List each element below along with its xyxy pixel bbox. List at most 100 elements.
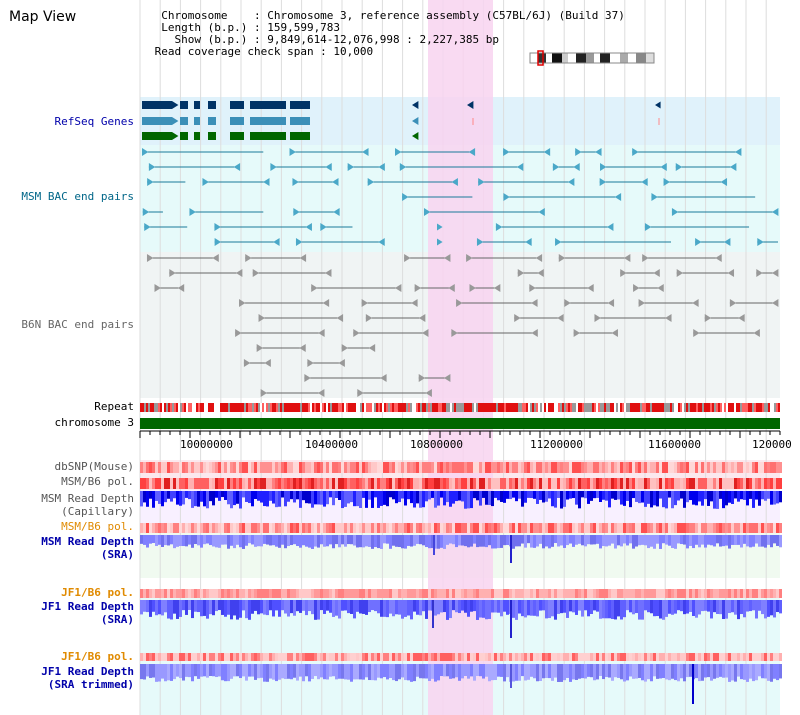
msm-b6-pol-cell bbox=[728, 478, 731, 489]
dbsnp-cell bbox=[668, 462, 671, 473]
jf1-sra-depth-bar bbox=[704, 600, 707, 611]
jf1-b6-pol-cell bbox=[290, 589, 293, 598]
dbsnp-cell bbox=[572, 462, 575, 473]
capillary-depth-bar bbox=[221, 491, 224, 498]
dbsnp-cell bbox=[485, 462, 488, 473]
repeat-segment bbox=[616, 403, 618, 412]
msm-b6-pol-cell bbox=[677, 523, 680, 533]
repeat-segment bbox=[414, 403, 416, 412]
jf1-b6-pol-cell bbox=[773, 653, 776, 661]
capillary-depth-bar bbox=[353, 491, 356, 507]
track-label-jf1-b6-pol-2[interactable]: JF1/B6 pol. bbox=[61, 650, 134, 663]
capillary-depth-bar bbox=[686, 491, 689, 503]
capillary-depth-bar bbox=[401, 491, 404, 499]
jf1-b6-pol-cell bbox=[503, 653, 506, 661]
bac-end-marker bbox=[676, 269, 684, 277]
track-label-msm-b6-pol-2[interactable]: MSM/B6 pol. bbox=[61, 520, 134, 533]
jf1-trim-depth-bar bbox=[479, 664, 482, 677]
track-label-jf1-b6-pol-1[interactable]: JF1/B6 pol. bbox=[61, 586, 134, 599]
msm-b6-pol-cell bbox=[725, 523, 728, 533]
repeat-segment bbox=[642, 403, 644, 412]
capillary-depth-bar bbox=[176, 491, 179, 505]
repeat-segment bbox=[508, 403, 510, 412]
bac-end-marker bbox=[633, 284, 640, 292]
jf1-b6-pol-cell bbox=[524, 589, 527, 598]
capillary-depth-bar bbox=[728, 491, 731, 503]
jf1-trim-depth-bar bbox=[455, 664, 458, 678]
dbsnp-cell bbox=[218, 462, 221, 473]
track-label-msm-depth-sra[interactable]: MSM Read Depth bbox=[41, 535, 134, 548]
dbsnp-cell bbox=[638, 462, 641, 473]
jf1-b6-pol-cell bbox=[326, 653, 329, 661]
msm-sra-depth-bar bbox=[683, 535, 686, 545]
jf1-b6-pol-cell bbox=[269, 589, 272, 598]
jf1-b6-pol-cell bbox=[224, 653, 227, 661]
jf1-trim-depth-bar bbox=[773, 664, 776, 679]
track-label-dbsnp[interactable]: dbSNP(Mouse) bbox=[54, 460, 134, 473]
msm-b6-pol-cell bbox=[509, 478, 512, 489]
msm-b6-pol-cell bbox=[770, 478, 773, 489]
track-label-msm-b6-pol-1[interactable]: MSM/B6 pol. bbox=[61, 475, 134, 488]
repeat-segment bbox=[240, 403, 242, 412]
jf1-sra-depth-bar bbox=[638, 600, 641, 620]
jf1-trim-depth-bar bbox=[701, 664, 704, 681]
dbsnp-cell bbox=[641, 462, 644, 473]
jf1-sra-depth-bar bbox=[539, 600, 542, 611]
track-label-msm-depth-cap[interactable]: MSM Read Depth bbox=[41, 492, 134, 505]
msm-sra-depth-bar bbox=[443, 535, 446, 549]
jf1-trim-depth-bar bbox=[767, 664, 770, 681]
repeat-segment bbox=[398, 403, 400, 412]
jf1-sra-depth-bar bbox=[305, 600, 308, 616]
repeat-segment bbox=[504, 403, 506, 412]
track-label-chromosome[interactable]: chromosome 3 bbox=[54, 416, 134, 429]
jf1-b6-pol-cell bbox=[746, 589, 749, 598]
track-label-jf1-depth-trim[interactable]: JF1 Read Depth bbox=[41, 665, 134, 678]
dbsnp-cell bbox=[584, 462, 587, 473]
msm-b6-pol-cell bbox=[653, 523, 656, 533]
dbsnp-cell bbox=[332, 462, 335, 473]
jf1-b6-pol-cell bbox=[467, 653, 470, 661]
bac-end-marker bbox=[558, 254, 566, 262]
jf1-trim-depth-bar bbox=[731, 664, 734, 681]
msm-b6-pol-cell bbox=[650, 478, 653, 489]
jf1-trim-depth-bar bbox=[287, 664, 290, 679]
msm-b6-pol-cell bbox=[704, 523, 707, 533]
capillary-depth-bar bbox=[563, 491, 566, 507]
msm-sra-depth-bar bbox=[161, 535, 164, 547]
bac-end-marker bbox=[422, 329, 429, 337]
jf1-sra-depth-bar bbox=[257, 600, 260, 615]
jf1-b6-pol-cell bbox=[632, 589, 635, 598]
bac-end-marker bbox=[404, 254, 411, 262]
track-label-refseq[interactable]: RefSeq Genes bbox=[54, 115, 134, 128]
capillary-depth-bar bbox=[551, 491, 554, 507]
bac-end-marker bbox=[495, 223, 503, 231]
track-label-jf1-depth-sra[interactable]: JF1 Read Depth bbox=[41, 600, 134, 613]
dbsnp-cell bbox=[422, 462, 425, 473]
dbsnp-cell bbox=[431, 462, 434, 473]
jf1-trim-depth-bar bbox=[344, 664, 347, 680]
jf1-trim-depth-bar bbox=[155, 664, 158, 682]
capillary-depth-bar bbox=[608, 491, 611, 508]
dbsnp-cell bbox=[491, 462, 494, 473]
jf1-sra-depth-bar bbox=[494, 600, 497, 613]
jf1-trim-depth-bar bbox=[425, 664, 428, 679]
dbsnp-cell bbox=[245, 462, 248, 473]
track-label-b6n-bac[interactable]: B6N BAC end pairs bbox=[21, 318, 134, 331]
jf1-b6-pol-cell bbox=[260, 653, 263, 661]
jf1-b6-pol-cell bbox=[167, 589, 170, 598]
repeat-segment bbox=[564, 403, 566, 412]
repeat-segment bbox=[374, 403, 376, 412]
track-label-repeat[interactable]: Repeat bbox=[94, 400, 134, 413]
jf1-b6-pol-cell bbox=[548, 589, 551, 598]
jf1-sra-depth-bar bbox=[386, 600, 389, 618]
msm-b6-pol-cell bbox=[167, 478, 170, 489]
jf1-b6-pol-cell bbox=[338, 589, 341, 598]
jf1-trim-depth-bar bbox=[542, 664, 545, 679]
jf1-b6-pol-cell bbox=[461, 653, 464, 661]
track-label-msm-bac[interactable]: MSM BAC end pairs bbox=[21, 190, 134, 203]
capillary-depth-bar bbox=[248, 491, 251, 504]
jf1-b6-pol-cell bbox=[473, 653, 476, 661]
msm-sra-depth-bar bbox=[433, 535, 435, 555]
